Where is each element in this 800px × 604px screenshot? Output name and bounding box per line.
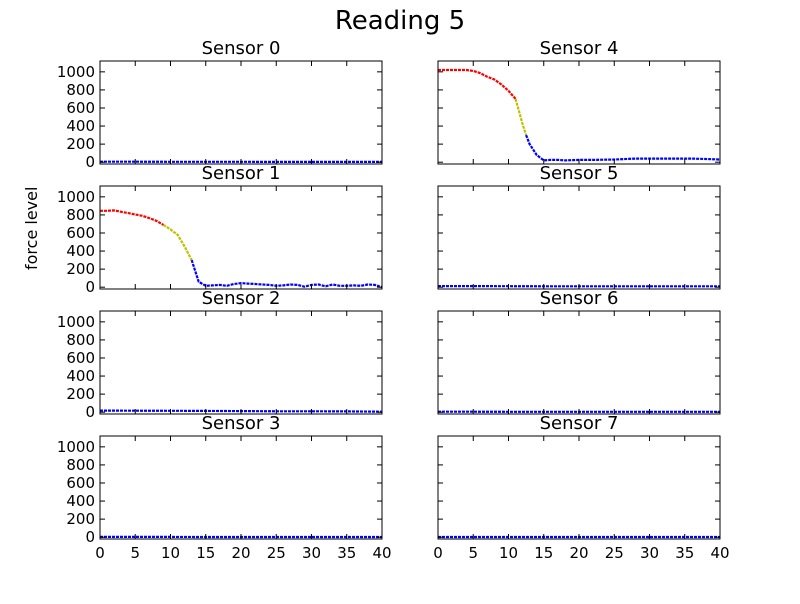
subplot-title: Sensor 2 [202, 288, 281, 309]
x-tick-label: 35 [675, 544, 694, 562]
subplot-title: Sensor 1 [202, 163, 281, 184]
axes-frame [438, 311, 720, 414]
y-axis-label: force level [22, 187, 41, 270]
axes-frame [100, 61, 382, 164]
y-tick-label: 600 [66, 224, 95, 242]
axes-frame [438, 436, 720, 539]
x-tick-label: 40 [710, 544, 729, 562]
y-tick-label: 400 [66, 367, 95, 385]
y-tick-label: 800 [66, 456, 95, 474]
x-tick-label: 25 [605, 544, 624, 562]
subplot-title: Sensor 7 [540, 413, 619, 434]
y-tick-label: 0 [85, 278, 95, 296]
x-tick-label: 20 [231, 544, 250, 562]
y-tick-label: 600 [66, 99, 95, 117]
x-tick-label: 30 [640, 544, 659, 562]
x-tick-label: 5 [468, 544, 478, 562]
x-tick-label: 25 [267, 544, 286, 562]
figure-title: Reading 5 [0, 6, 800, 36]
y-tick-label: 1000 [57, 188, 95, 206]
axes-frame [438, 186, 720, 289]
x-tick-label: 10 [161, 544, 180, 562]
subplot-title: Sensor 3 [202, 413, 281, 434]
y-tick-label: 400 [66, 117, 95, 135]
axes-frame [100, 311, 382, 414]
subplot-title: Sensor 0 [202, 38, 281, 59]
y-tick-label: 800 [66, 206, 95, 224]
x-tick-label: 30 [302, 544, 321, 562]
y-tick-label: 600 [66, 474, 95, 492]
x-tick-label: 40 [372, 544, 391, 562]
y-tick-label: 400 [66, 242, 95, 260]
y-tick-label: 0 [85, 403, 95, 421]
x-tick-label: 15 [196, 544, 215, 562]
y-tick-label: 200 [66, 260, 95, 278]
series-line [438, 70, 516, 99]
series-line [163, 225, 191, 260]
y-tick-label: 0 [85, 528, 95, 546]
y-tick-label: 200 [66, 510, 95, 528]
subplot-6: Sensor 6 [438, 288, 720, 414]
subplot-title: Sensor 6 [540, 288, 619, 309]
subplot-4: Sensor 4 [438, 38, 720, 164]
y-tick-label: 600 [66, 349, 95, 367]
y-tick-label: 0 [85, 153, 95, 171]
y-tick-label: 800 [66, 81, 95, 99]
y-tick-label: 800 [66, 331, 95, 349]
subplot-title: Sensor 5 [540, 163, 619, 184]
x-tick-label: 5 [130, 544, 140, 562]
series-line [192, 260, 382, 287]
series-line [526, 135, 720, 160]
y-tick-label: 1000 [57, 63, 95, 81]
x-tick-label: 0 [95, 544, 105, 562]
y-tick-label: 200 [66, 135, 95, 153]
x-tick-label: 20 [569, 544, 588, 562]
axes-frame [438, 61, 720, 164]
y-tick-label: 200 [66, 385, 95, 403]
axes-frame [100, 186, 382, 289]
x-tick-label: 35 [337, 544, 356, 562]
subplot-5: Sensor 5 [438, 163, 720, 289]
subplot-7: 0 5 10 15 20 25 30 35 40 Sensor 7 [433, 413, 729, 562]
y-tick-label: 400 [66, 492, 95, 510]
subplot-title: Sensor 4 [540, 38, 619, 59]
x-tick-label: 10 [499, 544, 518, 562]
axes-frame [100, 436, 382, 539]
x-tick-label: 15 [534, 544, 553, 562]
y-tick-label: 1000 [57, 438, 95, 456]
y-tick-label: 1000 [57, 313, 95, 331]
series-line [100, 210, 163, 225]
x-tick-label: 0 [433, 544, 443, 562]
series-line [516, 99, 527, 135]
